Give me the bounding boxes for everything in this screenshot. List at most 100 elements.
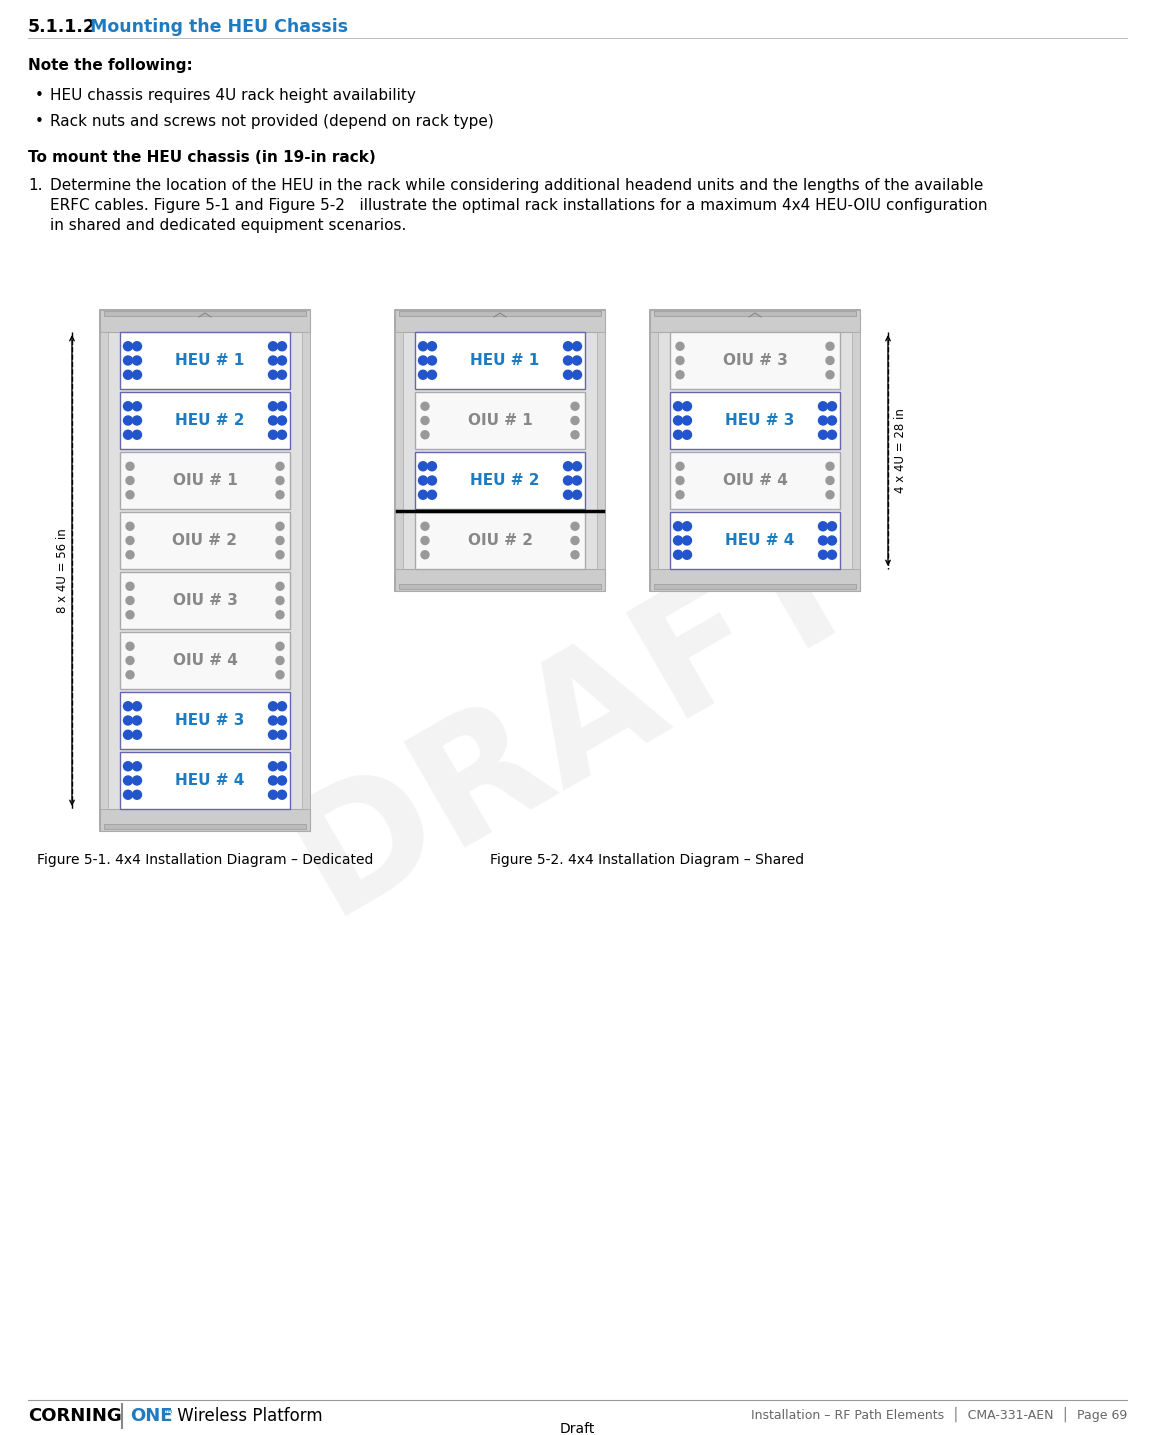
- Circle shape: [277, 716, 286, 725]
- Circle shape: [564, 356, 573, 364]
- Circle shape: [427, 491, 437, 499]
- Circle shape: [133, 402, 142, 410]
- Circle shape: [124, 402, 133, 410]
- Circle shape: [826, 462, 834, 471]
- Circle shape: [826, 476, 834, 485]
- Text: Figure 5-2. 4x4 Installation Diagram – Shared: Figure 5-2. 4x4 Installation Diagram – S…: [491, 852, 805, 867]
- Text: HEU # 1: HEU # 1: [176, 353, 245, 367]
- Circle shape: [268, 356, 277, 364]
- Bar: [415, 512, 584, 570]
- Circle shape: [422, 537, 429, 544]
- Bar: [395, 331, 403, 570]
- Bar: [120, 631, 290, 689]
- Circle shape: [422, 402, 429, 410]
- Text: DRAFT: DRAFT: [267, 494, 887, 946]
- Circle shape: [276, 522, 284, 531]
- Circle shape: [124, 730, 133, 739]
- Circle shape: [418, 462, 427, 471]
- Circle shape: [819, 537, 827, 545]
- Circle shape: [124, 791, 133, 799]
- Circle shape: [133, 356, 142, 364]
- Circle shape: [571, 522, 579, 531]
- Text: •: •: [35, 88, 44, 103]
- Circle shape: [126, 476, 134, 485]
- Circle shape: [422, 430, 429, 439]
- Bar: [670, 331, 840, 389]
- Text: OIU # 1: OIU # 1: [172, 474, 238, 488]
- Circle shape: [277, 430, 286, 439]
- Circle shape: [827, 522, 836, 531]
- Bar: [650, 331, 658, 570]
- Text: HEU # 3: HEU # 3: [176, 713, 245, 728]
- Circle shape: [126, 537, 134, 544]
- Circle shape: [133, 791, 142, 799]
- Circle shape: [564, 342, 573, 350]
- Circle shape: [126, 583, 134, 590]
- Circle shape: [133, 730, 142, 739]
- Text: ™: ™: [164, 1408, 173, 1418]
- Bar: [670, 392, 840, 449]
- Circle shape: [126, 611, 134, 618]
- Text: Installation – RF Path Elements  │  CMA-331-AEN  │  Page 69: Installation – RF Path Elements │ CMA-33…: [751, 1406, 1127, 1422]
- Bar: [670, 512, 840, 570]
- Circle shape: [573, 342, 581, 350]
- Circle shape: [422, 551, 429, 558]
- Bar: [120, 512, 290, 570]
- Bar: [104, 824, 306, 829]
- Circle shape: [277, 402, 286, 410]
- Circle shape: [276, 476, 284, 485]
- Circle shape: [422, 416, 429, 425]
- Bar: [650, 310, 860, 591]
- Circle shape: [277, 356, 286, 364]
- Circle shape: [268, 762, 277, 771]
- Circle shape: [676, 370, 684, 379]
- Bar: [120, 752, 290, 809]
- Bar: [395, 310, 605, 331]
- Circle shape: [276, 462, 284, 471]
- Circle shape: [827, 430, 836, 439]
- Circle shape: [683, 522, 692, 531]
- Circle shape: [124, 702, 133, 710]
- Circle shape: [673, 550, 683, 560]
- Circle shape: [126, 597, 134, 604]
- Circle shape: [819, 402, 827, 410]
- Circle shape: [277, 730, 286, 739]
- Circle shape: [277, 416, 286, 425]
- Bar: [120, 331, 290, 389]
- Circle shape: [427, 476, 437, 485]
- Circle shape: [277, 791, 286, 799]
- Circle shape: [276, 491, 284, 499]
- Circle shape: [126, 670, 134, 679]
- Circle shape: [683, 416, 692, 425]
- Bar: [670, 452, 840, 509]
- Circle shape: [124, 762, 133, 771]
- Text: Rack nuts and screws not provided (depend on rack type): Rack nuts and screws not provided (depen…: [50, 113, 493, 129]
- Circle shape: [133, 430, 142, 439]
- Bar: [654, 584, 856, 588]
- Circle shape: [418, 476, 427, 485]
- Circle shape: [673, 430, 683, 439]
- Text: OIU # 4: OIU # 4: [723, 474, 788, 488]
- Circle shape: [276, 551, 284, 558]
- Text: OIU # 2: OIU # 2: [468, 532, 532, 548]
- Bar: [415, 331, 584, 389]
- Circle shape: [268, 342, 277, 350]
- Circle shape: [676, 491, 684, 499]
- Bar: [104, 311, 306, 316]
- Circle shape: [683, 402, 692, 410]
- Circle shape: [133, 716, 142, 725]
- Circle shape: [276, 611, 284, 618]
- Circle shape: [571, 416, 579, 425]
- Circle shape: [418, 342, 427, 350]
- Circle shape: [819, 416, 827, 425]
- Circle shape: [418, 356, 427, 364]
- Text: HEU chassis requires 4U rack height availability: HEU chassis requires 4U rack height avai…: [50, 88, 416, 103]
- Circle shape: [268, 776, 277, 785]
- Circle shape: [571, 551, 579, 558]
- Circle shape: [277, 702, 286, 710]
- Circle shape: [819, 550, 827, 560]
- Circle shape: [676, 462, 684, 471]
- Circle shape: [276, 537, 284, 544]
- Circle shape: [268, 791, 277, 799]
- Circle shape: [126, 656, 134, 664]
